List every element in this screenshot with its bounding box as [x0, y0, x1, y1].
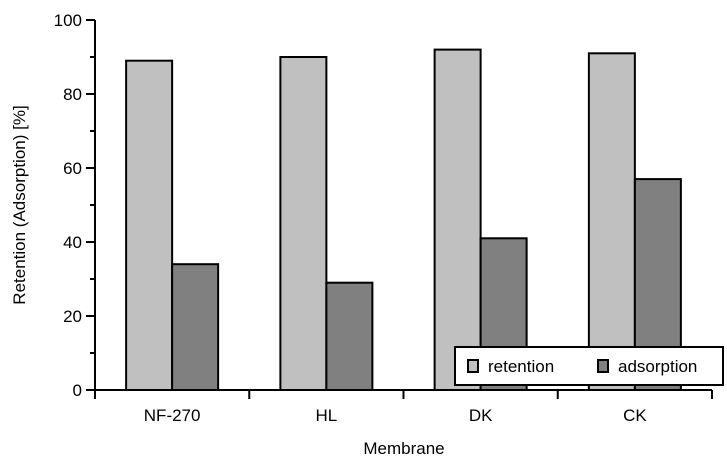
- legend-box: [454, 346, 724, 386]
- y-axis-title: Retention (Adsorption) [%]: [10, 105, 29, 304]
- x-tick-label: NF-270: [144, 406, 201, 425]
- bar-adsorption-hl: [325, 281, 374, 392]
- y-tick-label: 40: [63, 233, 82, 252]
- bar-retention-nf-270: [125, 59, 174, 391]
- y-tick-label: 20: [63, 307, 82, 326]
- x-tick-label: HL: [316, 406, 338, 425]
- y-ticks: 0 20 40 60 80 100: [54, 11, 95, 400]
- y-tick-label: 80: [63, 85, 82, 104]
- bar-retention-dk: [433, 48, 482, 391]
- bar-retention-ck: [587, 52, 636, 392]
- x-ticks: NF-270 HL DK CK: [94, 390, 713, 425]
- legend: retention adsorption: [454, 346, 724, 386]
- bar-retention-hl: [279, 56, 328, 391]
- y-tick-label: 60: [63, 159, 82, 178]
- y-tick-label: 100: [54, 11, 82, 30]
- legend-label-retention: retention: [488, 357, 554, 376]
- x-tick-label: DK: [469, 406, 493, 425]
- x-axis-title: Membrane: [363, 439, 444, 458]
- x-tick-label: CK: [623, 406, 647, 425]
- y-tick-label: 0: [73, 381, 82, 400]
- bar-adsorption-nf-270: [171, 263, 220, 392]
- legend-label-adsorption: adsorption: [618, 357, 697, 376]
- legend-swatch-retention: [467, 359, 479, 373]
- bars: [125, 48, 682, 392]
- legend-swatch-adsorption: [597, 359, 609, 373]
